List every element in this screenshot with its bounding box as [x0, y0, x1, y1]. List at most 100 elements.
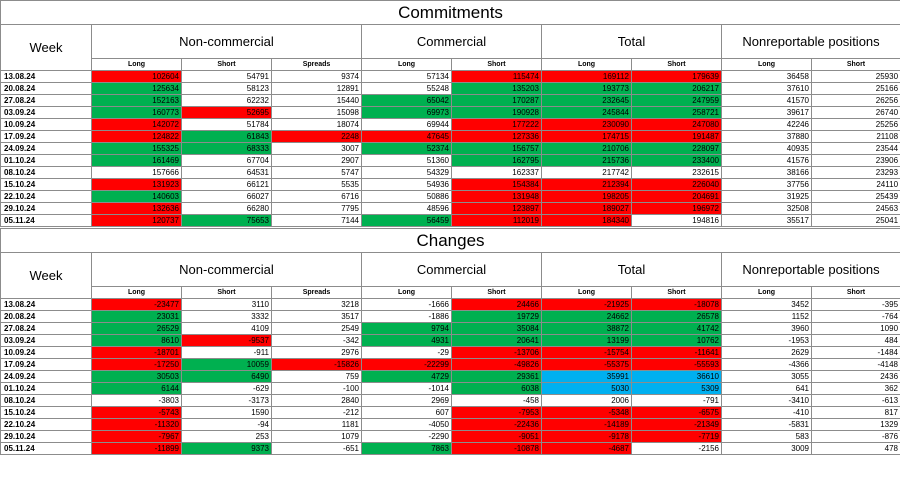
value-cell: 5309 — [631, 382, 722, 395]
value-cell: -11320 — [91, 418, 182, 431]
table-row: 10.09.24 142072 51784 18074 69944 177222 23009… — [0, 118, 900, 131]
value-cell: 193773 — [541, 82, 632, 95]
value-cell: 3218 — [271, 298, 362, 311]
value-cell: -21925 — [541, 298, 632, 311]
value-cell: -9178 — [541, 430, 632, 443]
value-cell: 2549 — [271, 322, 362, 335]
value-cell: -613 — [810, 394, 900, 407]
value-cell: 29361 — [451, 370, 542, 383]
value-cell: 41570 — [721, 94, 812, 107]
table-row: 01.10.24 6144 -629 -100 -1014 6038 5030 5309 641… — [0, 382, 900, 395]
value-cell: 759 — [271, 370, 362, 383]
value-cell: -4148 — [810, 358, 900, 371]
table-row: 03.09.24 160773 52695 15098 69973 190928 24584… — [0, 106, 900, 119]
table-row: 29.10.24 -7967 253 1079 -2290 -9051 -9178 -7719… — [0, 430, 900, 443]
value-cell: 23031 — [91, 310, 182, 323]
table-row: 27.08.24 152163 62232 15440 65042 170287 23264… — [0, 94, 900, 107]
value-cell: 233400 — [631, 154, 722, 167]
value-cell: 4109 — [181, 322, 272, 335]
value-cell: -1953 — [721, 334, 812, 347]
non-commercial-group-header: Non-commercial — [91, 252, 362, 287]
value-cell: 2907 — [271, 154, 362, 167]
table-row: 08.10.24 157666 64531 5747 54329 162337 217742… — [0, 166, 900, 179]
value-cell: -1484 — [810, 346, 900, 359]
value-cell: 38166 — [721, 166, 812, 179]
value-cell: 18074 — [271, 118, 362, 131]
value-cell: 69973 — [361, 106, 452, 119]
value-cell: 52374 — [361, 142, 452, 155]
value-cell: 4931 — [361, 334, 452, 347]
value-cell: 161469 — [91, 154, 182, 167]
value-cell: 641 — [721, 382, 812, 395]
value-cell: 7144 — [271, 214, 362, 227]
value-cell: 184340 — [541, 214, 632, 227]
value-cell: 2976 — [271, 346, 362, 359]
long-subheader: Long — [721, 286, 812, 299]
week-cell: 20.08.24 — [0, 82, 92, 95]
value-cell: -4366 — [721, 358, 812, 371]
value-cell: 2248 — [271, 130, 362, 143]
value-cell: 3960 — [721, 322, 812, 335]
value-cell: -1666 — [361, 298, 452, 311]
changes-title-row: Changes — [0, 228, 900, 253]
value-cell: 51360 — [361, 154, 452, 167]
value-cell: 15440 — [271, 94, 362, 107]
value-cell: 54791 — [181, 70, 272, 83]
value-cell: 583 — [721, 430, 812, 443]
commitments-title-row: Commitments — [0, 0, 900, 25]
value-cell: 155325 — [91, 142, 182, 155]
week-cell: 22.10.24 — [0, 190, 92, 203]
long-subheader: Long — [361, 286, 452, 299]
value-cell: 194816 — [631, 214, 722, 227]
week-cell: 13.08.24 — [0, 70, 92, 83]
value-cell: 179639 — [631, 70, 722, 83]
value-cell: -11899 — [91, 442, 182, 455]
non-commercial-group-header: Non-commercial — [91, 24, 362, 59]
table-row: 20.08.24 23031 3332 3517 -1886 19729 24662 2657… — [0, 310, 900, 323]
value-cell: 9374 — [271, 70, 362, 83]
value-cell: -55375 — [541, 358, 632, 371]
total-group-header: Total — [541, 252, 722, 287]
value-cell: -14189 — [541, 418, 632, 431]
week-cell: 05.11.24 — [0, 214, 92, 227]
value-cell: 478 — [810, 442, 900, 455]
value-cell: 57134 — [361, 70, 452, 83]
week-cell: 01.10.24 — [0, 382, 92, 395]
value-cell: 1329 — [810, 418, 900, 431]
value-cell: 607 — [361, 406, 452, 419]
value-cell: 1181 — [271, 418, 362, 431]
long-subheader: Long — [91, 58, 182, 71]
value-cell: 120737 — [91, 214, 182, 227]
value-cell: 247959 — [631, 94, 722, 107]
value-cell: -9051 — [451, 430, 542, 443]
value-cell: -7967 — [91, 430, 182, 443]
value-cell: -3173 — [181, 394, 272, 407]
value-cell: 23544 — [810, 142, 900, 155]
value-cell: 230090 — [541, 118, 632, 131]
value-cell: 2969 — [361, 394, 452, 407]
table-row: 05.11.24 120737 75653 7144 56459 112019 184340… — [0, 214, 900, 227]
value-cell: -6575 — [631, 406, 722, 419]
value-cell: -13706 — [451, 346, 542, 359]
value-cell: 1079 — [271, 430, 362, 443]
value-cell: -9537 — [181, 334, 272, 347]
value-cell: -1014 — [361, 382, 452, 395]
value-cell: 35084 — [451, 322, 542, 335]
value-cell: -2156 — [631, 442, 722, 455]
changes-section: Changes Week Non-commercial Commercial Total… — [0, 227, 900, 455]
value-cell: 26529 — [91, 322, 182, 335]
value-cell: 35517 — [721, 214, 812, 227]
value-cell: 1590 — [181, 406, 272, 419]
cot-table: Commitments Week Non-commercial Commercial T… — [0, 0, 900, 455]
table-row: 15.10.24 131923 66121 5535 54936 154384 212394… — [0, 178, 900, 191]
table-row: 27.08.24 26529 4109 2549 9794 35084 38872 41742… — [0, 322, 900, 335]
value-cell: 2629 — [721, 346, 812, 359]
table-row: 01.10.24 161469 67704 2907 51360 162795 215736… — [0, 154, 900, 167]
value-cell: 1090 — [810, 322, 900, 335]
table-row: 24.09.24 155325 68333 3007 52374 156757 210706… — [0, 142, 900, 155]
value-cell: 12891 — [271, 82, 362, 95]
value-cell: -22299 — [361, 358, 452, 371]
value-cell: 32508 — [721, 202, 812, 215]
value-cell: 142072 — [91, 118, 182, 131]
value-cell: 66027 — [181, 190, 272, 203]
